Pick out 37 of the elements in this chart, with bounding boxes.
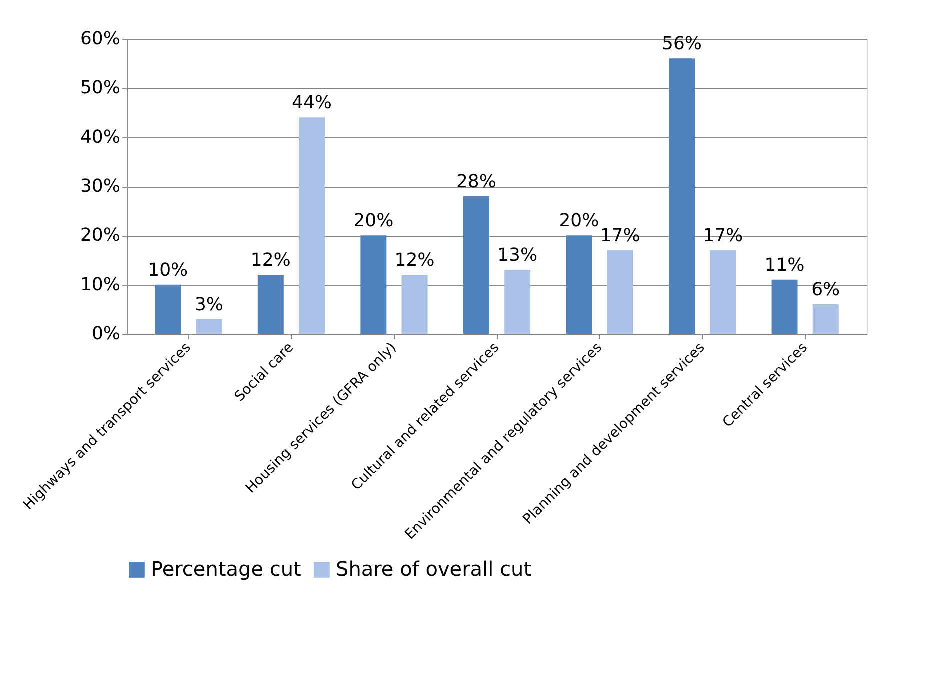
bar [155,284,182,334]
legend-label: Percentage cut [151,557,302,581]
data-label: 17% [703,225,744,246]
bar [772,280,798,334]
data-label: 13% [498,245,538,266]
data-label: 12% [250,250,291,271]
y-tick-label: 40% [80,126,120,148]
data-label: 10% [148,260,188,281]
data-label: 12% [394,250,435,271]
bar [710,250,736,334]
bar [360,236,387,334]
data-label: 20% [559,210,600,232]
y-tick-label: 60% [80,28,120,50]
legend-label: Share of overall cut [336,557,532,581]
data-label: 56% [662,34,702,55]
bar [566,236,592,334]
bar [607,250,634,334]
bar [402,275,428,334]
y-tick-label: 20% [80,225,120,246]
bar [299,118,325,334]
data-label: 17% [600,225,640,246]
data-label: 3% [194,294,224,316]
y-tick-label: 50% [80,78,120,99]
bar [463,196,490,334]
y-tick-label: 0% [92,324,120,344]
data-label: 11% [764,254,805,276]
bar [196,319,222,334]
data-label: 20% [354,210,394,232]
bar [504,270,531,334]
data-label: 28% [456,171,496,192]
y-tick-label: 30% [80,176,120,197]
y-tick-label: 10% [80,274,120,296]
bar [258,275,284,334]
bar [669,58,695,334]
data-label: 6% [812,280,840,300]
data-label: 44% [292,92,332,114]
bar [812,304,839,334]
